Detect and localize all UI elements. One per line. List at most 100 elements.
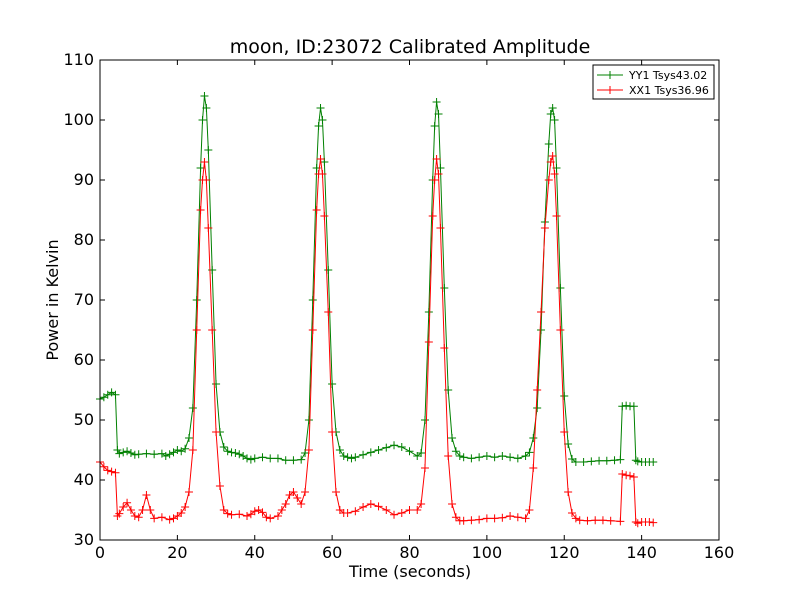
data-point [459,516,468,525]
data-point [126,506,135,514]
y-tick-label: 50 [74,410,94,429]
data-point [177,509,186,517]
data-point [556,284,565,292]
data-point [235,510,244,519]
data-point [430,122,439,130]
data-point [631,456,640,465]
data-point [374,502,383,511]
data-point [130,450,139,459]
data-point [297,455,306,464]
data-point [273,454,282,463]
data-point [459,453,468,462]
data-point [318,116,327,124]
data-point [397,509,406,517]
data-point [548,104,557,112]
data-point [196,164,205,172]
data-point [150,450,159,459]
data-point [633,519,642,528]
data-point [645,518,654,526]
data-point [390,441,399,450]
y-axis-label: Power in Kelvin [43,239,62,360]
data-point [123,498,132,507]
ticks-layer: 0 20 40 60 80 100 120 140 160 30 40 50 60 70 80 90 100 11… [63,50,734,562]
data-point [616,455,625,464]
data-point [328,428,337,436]
data-point [567,509,576,517]
data-point [339,452,348,460]
data-point [451,447,460,456]
legend-item: XX1 Tsys36.96 [597,84,709,97]
data-point [184,488,193,496]
legend-marker [606,86,614,94]
data-point [525,506,534,514]
x-tick-label: 40 [245,543,265,562]
data-point [622,471,631,480]
data-point [424,338,433,346]
data-point [564,488,573,496]
data-point [188,404,197,412]
data-point [434,170,443,178]
data-point [521,514,530,523]
x-tick-label: 140 [626,543,657,562]
data-point [119,503,128,511]
data-point [293,494,302,502]
legend-label: YY1 Tsys43.02 [628,69,707,82]
x-axis-label: Time (seconds) [348,562,471,581]
data-point [606,516,615,525]
data-point [304,416,313,424]
data-point [297,500,306,508]
data-point [243,512,252,520]
data-point [571,458,580,466]
data-point [196,206,205,214]
data-point [529,464,538,472]
data-point [540,224,549,232]
chart-title: moon, ID:23072 Calibrated Amplitude [230,36,591,58]
data-point [583,516,592,525]
data-point [382,443,391,452]
data-point [219,506,228,514]
data-point [351,453,360,462]
legend: YY1 Tsys43.02 XX1 Tsys36.96 [592,64,715,100]
data-point [304,446,313,454]
data-point [126,449,135,457]
data-point [316,104,325,112]
data-point [192,326,201,334]
series-2 [96,152,658,528]
data-point [243,454,252,463]
data-point [537,326,546,334]
y-tick-label: 60 [74,350,94,369]
data-point [343,509,352,517]
data-point [258,453,267,462]
data-point [591,516,600,525]
data-point [560,392,569,400]
data-point [467,516,476,525]
data-point [347,454,356,463]
data-point [575,516,584,525]
data-point [405,506,414,514]
data-point [622,401,631,410]
data-point [351,507,360,516]
data-point [115,509,124,518]
data-point [587,457,596,466]
x-tick-label: 160 [704,543,735,562]
data-point [513,513,522,522]
data-point [448,434,457,442]
data-point [475,515,484,524]
x-tick-label: 0 [95,543,105,562]
data-point [111,390,120,399]
data-point [602,456,611,465]
data-point [165,515,174,524]
data-point [258,508,267,517]
data-point [324,308,333,316]
legend-item: YY1 Tsys43.02 [597,69,707,82]
data-point [204,224,213,232]
data-point [165,450,174,459]
data-point [475,453,484,462]
data-point [328,380,337,388]
data-point [289,456,298,465]
data-point [595,456,604,465]
data-point [200,158,209,166]
data-point [546,110,555,118]
data-point [204,146,213,154]
x-tick-label: 60 [322,543,342,562]
